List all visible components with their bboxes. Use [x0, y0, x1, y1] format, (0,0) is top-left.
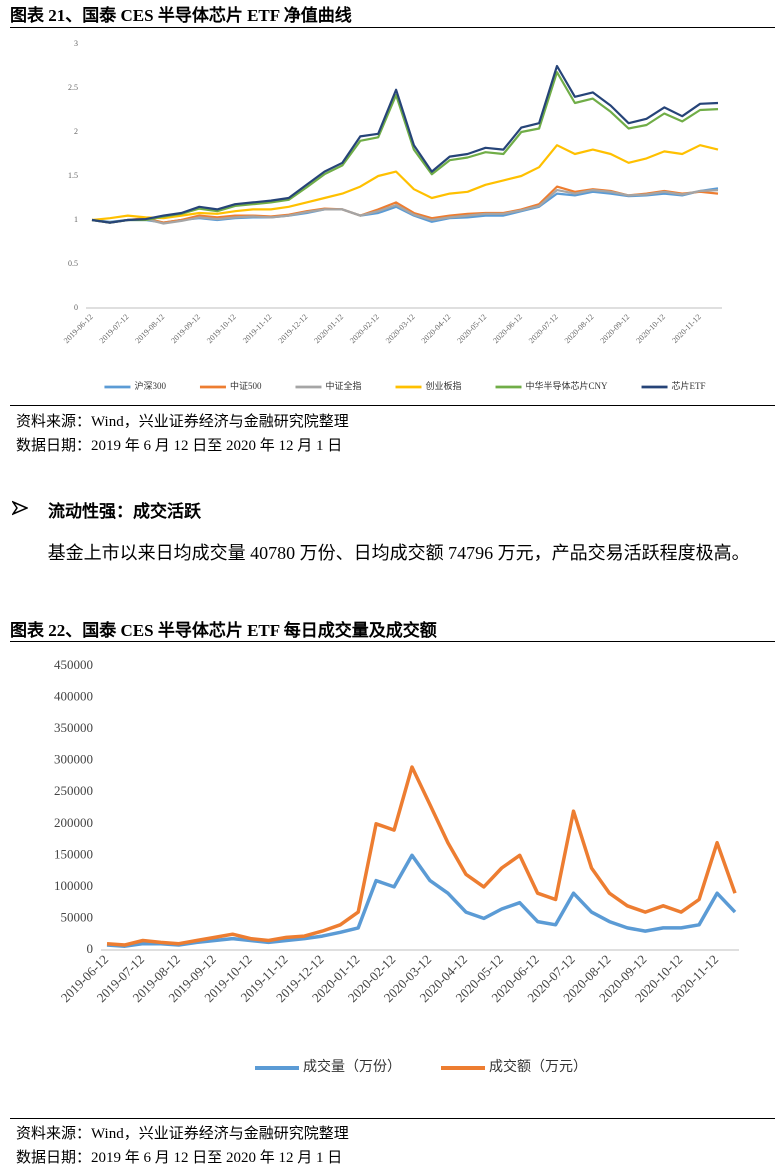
y-tick-label: 0.5 [68, 259, 78, 268]
x-tick-label: 2020-10-12 [634, 312, 667, 345]
x-tick-label: 2019-06-12 [62, 312, 95, 345]
chart: 0 50000 100000 150000 200000 250000 300000 3500… [54, 657, 739, 1075]
x-tick-label: 2020-04-12 [420, 312, 453, 345]
series-line [91, 144, 719, 222]
chart: 0 0.5 1 1.5 2 2.5 3 2019-06-12 2019-07-12 2019-08… [62, 39, 722, 391]
y-tick-label: 250000 [54, 783, 93, 798]
y-tick-label: 50000 [61, 909, 94, 924]
x-tick-label: 2019-08-12 [133, 312, 166, 345]
x-tick-label: 2020-03-12 [384, 312, 417, 345]
figure-caption: 图表 21、国泰 CES 半导体芯片 ETF 净值曲线 [10, 6, 352, 25]
series-line [106, 765, 737, 947]
source-note: 资料来源：Wind，兴业证券经济与金融研究院整理 [16, 414, 349, 430]
legend-label: 中证全指 [325, 380, 361, 391]
x-tick-label: 2020-11-12 [670, 312, 703, 345]
rule [10, 405, 775, 406]
paragraph: 基金上市以来日均成交量 40780 万份、日均成交额 74796 万元，产品交易… [47, 543, 750, 563]
series-line [91, 189, 719, 225]
x-tick-label: 2019-12-12 [277, 312, 310, 345]
legend-label: 中华半导体芯片CNY [526, 380, 609, 391]
rule [10, 641, 775, 642]
x-tick-label: 2020-02-12 [348, 312, 381, 345]
y-tick-label: 1 [74, 215, 78, 224]
y-tick-label: 400000 [54, 689, 93, 704]
bullet-heading: 流动性强：成交活跃 [48, 502, 201, 521]
date-note: 数据日期：2019 年 6 月 12 日至 2020 年 12 月 1 日 [16, 438, 343, 454]
x-tick-label: 2020-01-12 [312, 312, 345, 345]
y-tick-label: 3 [74, 39, 78, 48]
y-tick-label: 0 [74, 303, 78, 312]
legend-label: 中证500 [230, 380, 262, 391]
series-line [91, 71, 719, 224]
figure-caption: 图表 22、国泰 CES 半导体芯片 ETF 每日成交量及成交额 [10, 621, 437, 640]
y-tick-label: 0 [87, 941, 94, 956]
date-note: 数据日期：2019 年 6 月 12 日至 2020 年 12 月 1 日 [16, 1150, 343, 1166]
legend-label: 创业板指 [426, 380, 462, 391]
rule [10, 27, 775, 28]
x-tick-label: 2020-08-12 [563, 312, 596, 345]
y-tick-label: 2 [74, 127, 78, 136]
y-tick-label: 100000 [54, 878, 93, 893]
rule [10, 1118, 775, 1119]
x-tick-label: 2019-07-12 [98, 312, 131, 345]
x-tick-label: 2019-11-12 [241, 312, 274, 345]
series-line [106, 853, 737, 948]
series-line [91, 64, 719, 224]
x-tick-label: 2020-09-12 [599, 312, 632, 345]
y-tick-label: 150000 [54, 846, 93, 861]
y-tick-label: 350000 [54, 720, 93, 735]
legend-label: 成交量（万份） [303, 1058, 401, 1075]
y-tick-label: 2.5 [68, 83, 78, 92]
y-tick-label: 200000 [54, 815, 93, 830]
x-tick-label: 2019-09-12 [169, 312, 202, 345]
legend-label: 芯片ETF [672, 380, 706, 391]
y-tick-label: 450000 [54, 657, 93, 672]
source-note: 资料来源：Wind，兴业证券经济与金融研究院整理 [16, 1126, 349, 1142]
x-tick-label: 2020-07-12 [527, 312, 560, 345]
x-tick-label: 2020-06-12 [491, 312, 524, 345]
series-line [91, 185, 719, 224]
bullet-icon [12, 500, 28, 516]
x-tick-label: 2020-05-12 [455, 312, 488, 345]
x-tick-label: 2019-10-12 [205, 312, 238, 345]
y-tick-label: 300000 [54, 752, 93, 767]
y-tick-label: 1.5 [68, 171, 78, 180]
legend-label: 沪深300 [134, 380, 166, 391]
legend-label: 成交额（万元） [489, 1058, 587, 1075]
